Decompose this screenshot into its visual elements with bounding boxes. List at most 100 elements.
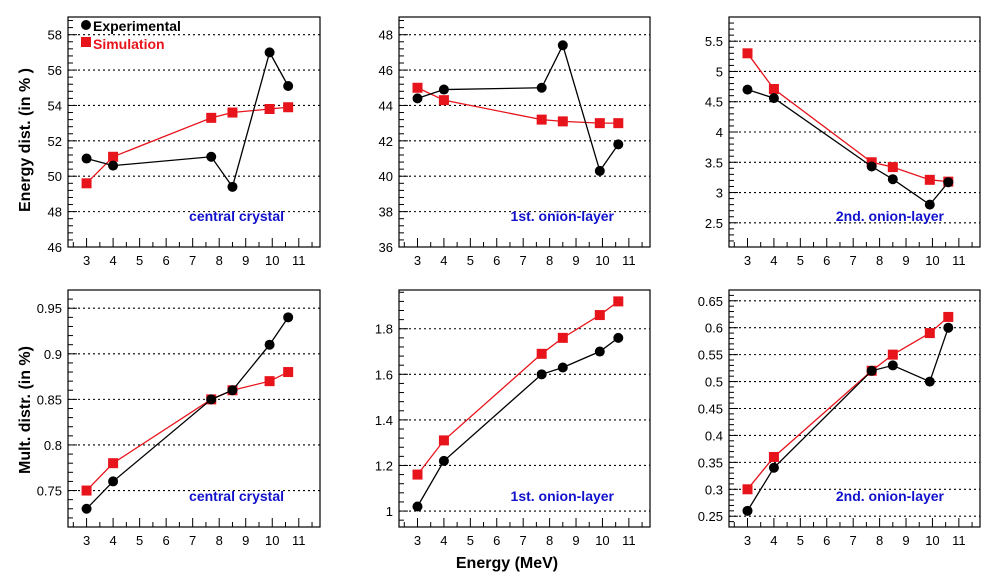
y-tick-label: 0.5	[705, 375, 723, 390]
y-tick-label: 5.5	[705, 34, 723, 49]
y-tick-label: 0.85	[37, 392, 62, 407]
y-tick-label: 1.6	[375, 367, 393, 382]
x-tick-label: 6	[163, 253, 170, 268]
y-tick-label: 36	[379, 240, 393, 255]
y-tick-label: 0.75	[37, 484, 62, 499]
y-tick-label: 0.45	[698, 402, 723, 417]
row2-ylabel: Mult. distr. (in %)	[17, 346, 34, 474]
x-tick-label: 8	[546, 253, 553, 268]
panel-2: 36 38 40 42 44 46 48 3 4 5 6 7 8 9 10 11 1st. onion-laye…	[379, 16, 651, 268]
y-tick-label: 5	[716, 64, 723, 79]
x-tick-label: 7	[520, 253, 527, 268]
x-axis-label: Energy (MeV)	[456, 555, 558, 572]
panel-6: 0.25 0.3 0.35 0.4 0.45 0.5 0.55 0.6 0.65 3 4 5 6 7 8 9 1…	[698, 289, 981, 548]
y-tick-label: 42	[379, 134, 393, 149]
x-tick-label: 10	[925, 253, 939, 268]
x-tick-label: 9	[242, 253, 249, 268]
panel-label: 1st. onion-layer	[511, 488, 615, 504]
row1-ylabel: Energy dist. (in % )	[17, 68, 34, 212]
x-tick-label: 6	[823, 253, 830, 268]
x-tick-label: 8	[216, 253, 223, 268]
y-tick-label: 52	[48, 134, 62, 149]
x-tick-label: 10	[925, 533, 939, 548]
y-tick-label: 0.8	[44, 438, 62, 453]
y-tick-label: 0.3	[705, 482, 723, 497]
y-tick-label: 46	[48, 240, 62, 255]
x-tick-label: 5	[467, 253, 474, 268]
y-tick-label: 0.25	[698, 509, 723, 524]
y-tick-label: 3.5	[705, 155, 723, 170]
y-tick-label: 1.4	[375, 413, 393, 428]
y-tick-label: 56	[48, 63, 62, 78]
x-tick-label: 3	[744, 533, 751, 548]
x-tick-label: 4	[770, 533, 777, 548]
y-tick-label: 38	[379, 205, 393, 220]
x-tick-label: 9	[242, 533, 249, 548]
x-tick-label: 5	[467, 533, 474, 548]
y-tick-label: 0.35	[698, 455, 723, 470]
x-tick-label: 4	[440, 533, 447, 548]
x-tick-label: 8	[876, 533, 883, 548]
x-tick-label: 5	[136, 533, 143, 548]
y-tick-label: 0.55	[698, 348, 723, 363]
panel-4: 0.75 0.8 0.85 0.9 0.95 3 4 5 6 7 8 9 10 11 central cry…	[37, 289, 321, 548]
x-tick-label: 10	[595, 253, 609, 268]
legend-marker-simulation	[81, 37, 91, 47]
x-tick-label: 11	[292, 533, 306, 548]
y-tick-label: 3	[716, 186, 723, 201]
x-tick-label: 8	[546, 533, 553, 548]
x-tick-label: 3	[414, 533, 421, 548]
x-tick-label: 9	[572, 253, 579, 268]
x-tick-label: 4	[109, 253, 116, 268]
panel-label: central crystal	[189, 488, 284, 504]
x-tick-label: 9	[572, 533, 579, 548]
legend: Experimental Simulation	[81, 18, 181, 52]
x-tick-label: 7	[850, 253, 857, 268]
x-tick-label: 9	[902, 533, 909, 548]
x-tick-label: 10	[265, 533, 279, 548]
x-tick-label: 5	[136, 253, 143, 268]
x-tick-label: 7	[189, 253, 196, 268]
x-tick-label: 4	[770, 253, 777, 268]
panel-label: 2nd. onion-layer	[836, 488, 945, 504]
x-tick-label: 5	[797, 533, 804, 548]
y-tick-label: 0.65	[698, 294, 723, 309]
y-tick-label: 48	[379, 28, 393, 43]
y-tick-label: 44	[379, 98, 393, 113]
y-tick-label: 48	[48, 205, 62, 220]
y-tick-label: 0.9	[44, 347, 62, 362]
y-tick-label: 0.95	[37, 301, 62, 316]
x-tick-label: 11	[622, 253, 636, 268]
x-tick-label: 4	[109, 533, 116, 548]
x-tick-label: 3	[83, 533, 90, 548]
y-tick-label: 1.2	[375, 458, 393, 473]
y-tick-label: 40	[379, 169, 393, 184]
x-tick-label: 8	[876, 253, 883, 268]
x-tick-label: 10	[595, 533, 609, 548]
x-tick-label: 3	[83, 253, 90, 268]
x-tick-label: 9	[902, 253, 909, 268]
y-tick-label: 0.4	[705, 428, 723, 443]
x-tick-label: 11	[622, 533, 636, 548]
x-tick-label: 6	[493, 533, 500, 548]
y-tick-label: 1.8	[375, 322, 393, 337]
x-tick-label: 6	[493, 253, 500, 268]
y-tick-label: 54	[48, 98, 62, 113]
panel-label: 1st. onion-layer	[511, 208, 615, 224]
y-tick-label: 4.5	[705, 95, 723, 110]
x-tick-label: 11	[952, 533, 966, 548]
legend-marker-experimental	[81, 20, 91, 30]
x-tick-label: 11	[952, 253, 966, 268]
x-tick-label: 7	[850, 533, 857, 548]
y-tick-label: 2.5	[705, 216, 723, 231]
y-tick-label: 58	[48, 28, 62, 43]
legend-label-simulation: Simulation	[93, 36, 165, 52]
y-tick-label: 4	[716, 125, 723, 140]
x-tick-label: 7	[189, 533, 196, 548]
x-tick-label: 3	[414, 253, 421, 268]
panel-label: central crystal	[189, 208, 284, 224]
y-tick-label: 46	[379, 63, 393, 78]
